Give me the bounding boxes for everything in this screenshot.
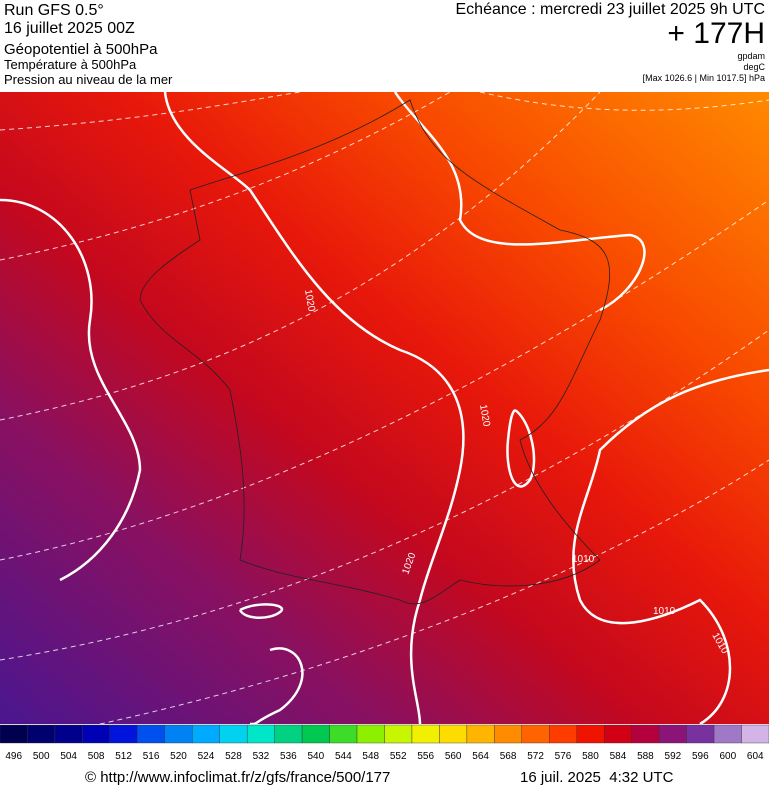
color-cell [356, 724, 385, 744]
colorbar-label: 592 [665, 751, 682, 762]
color-cell [713, 724, 742, 744]
colorbar-label: 508 [88, 751, 105, 762]
field: Pression au niveau de la mer [4, 72, 173, 87]
colorbar-label: 560 [445, 751, 462, 762]
contour-label: 1020 [477, 404, 492, 428]
colorbar-label: 532 [253, 751, 270, 762]
colorbar-label: 600 [719, 751, 736, 762]
forecast: Echéance : mercredi 23 juillet 2025 9h U… [456, 1, 766, 18]
color-cell [411, 724, 440, 744]
contour-label: 1020 [302, 289, 317, 313]
color-cell [384, 724, 413, 744]
colorbar-label: 576 [555, 751, 572, 762]
colorbar-label: 528 [225, 751, 242, 762]
unit: gpdam [737, 51, 765, 61]
colorbar-label: 556 [417, 751, 434, 762]
colorbar-label: 504 [60, 751, 77, 762]
colorbar: 496 500 504 508 512 516 520 524 528 532 536 540 544 5… [0, 724, 769, 762]
colorbar-label: 588 [637, 751, 654, 762]
color-cell [741, 724, 769, 744]
colorbar-label: 604 [747, 751, 764, 762]
colorbar-label: 496 [5, 751, 22, 762]
colorbar-label: 516 [143, 751, 160, 762]
map: 1020 1020 1020 1010 1010 1010 [0, 91, 769, 726]
color-cell [576, 724, 605, 744]
contour-label: 1010 [572, 554, 595, 565]
lead-time: + 177H [667, 17, 765, 50]
timestamp: 16 juil. 2025 4:32 UTC [520, 769, 674, 786]
colorbar-label: 568 [500, 751, 517, 762]
colorbar-label: 536 [280, 751, 297, 762]
colorbar-label: 500 [33, 751, 50, 762]
run-date: 16 juillet 2025 00Z [4, 20, 135, 37]
colorbar-label: 572 [527, 751, 544, 762]
run: Run GFS 0.5° [4, 2, 104, 19]
color-cell [137, 724, 165, 744]
colorbar-label: 540 [307, 751, 324, 762]
color-cell [246, 724, 275, 744]
color-cell [439, 724, 468, 744]
color-cell [686, 724, 715, 744]
color-cell [658, 724, 687, 744]
color-cell [466, 724, 495, 744]
color-cell [192, 724, 220, 744]
colorbar-label: 564 [472, 751, 489, 762]
color-cell [54, 724, 83, 744]
field: Température à 500hPa [4, 57, 137, 72]
color-cell [0, 724, 28, 744]
color-cell [329, 724, 358, 744]
color-cell [164, 724, 193, 744]
color-cell [219, 724, 248, 744]
color-cell [604, 724, 632, 744]
colorbar-label: 520 [170, 751, 187, 762]
colorbar-label: 512 [115, 751, 132, 762]
color-cell [301, 724, 330, 744]
colorbar-label: 524 [198, 751, 215, 762]
colorbar-label: 580 [582, 751, 599, 762]
source-url: © http://www.infoclimat.fr/z/gfs/france/… [85, 769, 390, 786]
colorbar-label: 596 [692, 751, 709, 762]
field: Géopotentiel à 500hPa [4, 41, 158, 58]
pressure-range: [Max 1026.6 | Min 1017.5] hPa [643, 73, 765, 83]
color-cell [27, 724, 56, 744]
unit: degC [743, 62, 765, 72]
color-cell [109, 724, 138, 744]
colorbar-label: 548 [362, 751, 379, 762]
color-cell [82, 724, 111, 744]
color-cell [494, 724, 523, 744]
colorbar-label: 544 [335, 751, 352, 762]
color-cell [631, 724, 660, 744]
color-cell [549, 724, 577, 744]
contour-label: 1010 [653, 606, 676, 617]
color-cell [274, 724, 303, 744]
color-cell [521, 724, 550, 744]
colorbar-label: 552 [390, 751, 407, 762]
colorbar-label: 584 [610, 751, 627, 762]
